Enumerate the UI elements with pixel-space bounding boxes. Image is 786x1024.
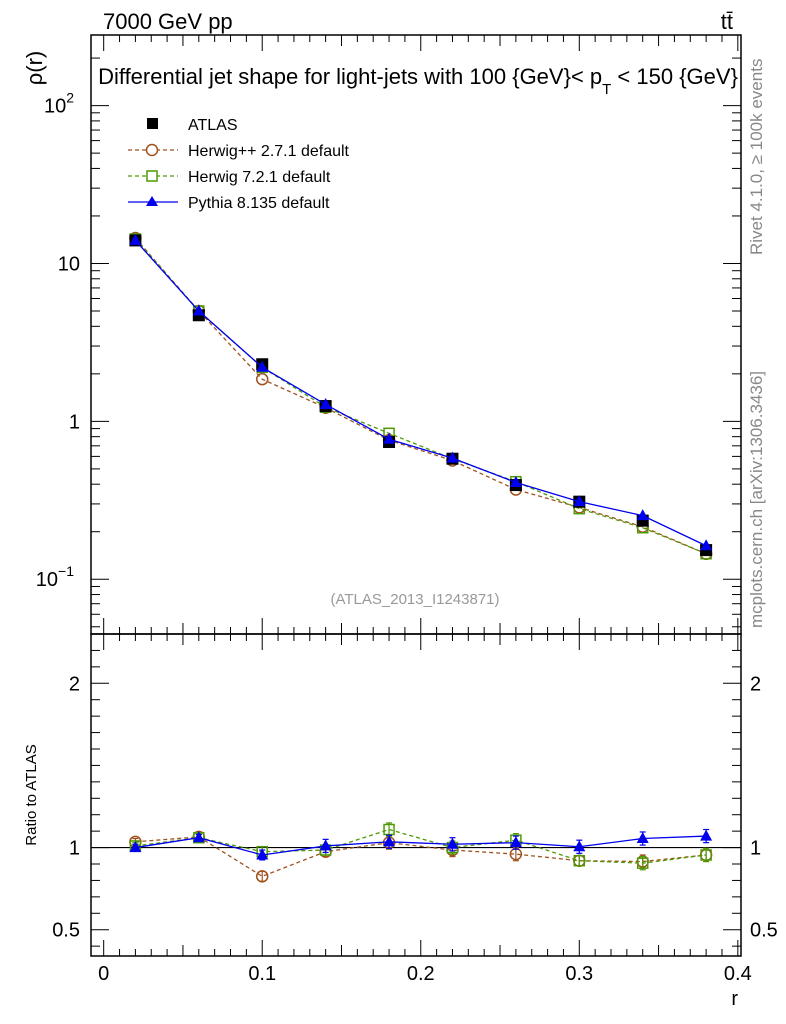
ratio-point-pythia — [573, 840, 586, 852]
main-point-pythia — [319, 397, 332, 409]
mcplots-label: mcplots.cern.ch [arXiv:1306.3436] — [747, 371, 766, 628]
analysis-watermark: (ATLAS_2013_I1243871) — [330, 591, 499, 608]
xtick-label: 0.2 — [407, 963, 435, 985]
xtick-label: 0.4 — [724, 963, 752, 985]
main-y-tick-labels: 10−1 1 10 102 — [36, 90, 80, 592]
ratio-ytick-label-right: 2 — [750, 673, 761, 695]
ratio-point-pythia — [256, 848, 269, 860]
main-series — [129, 231, 713, 561]
main-ticks — [91, 35, 741, 634]
main-title: Differential jet shape for light-jets wi… — [98, 64, 738, 98]
legend-label-pythia: Pythia 8.135 default — [188, 195, 330, 212]
ratio-point-herwig7 — [636, 857, 649, 869]
legend-label-herwigpp: Herwig++ 2.7.1 default — [188, 143, 350, 160]
ratio-ytick-label-right: 0.5 — [750, 920, 778, 942]
ratio-point-herwig7 — [700, 849, 712, 861]
xtick-label: 0 — [98, 963, 109, 985]
main-point-pythia — [192, 304, 205, 316]
main-point-pythia — [383, 432, 396, 444]
main-point-pythia — [700, 539, 713, 551]
main-point-pythia — [509, 475, 522, 487]
main-series-pythia — [129, 233, 713, 551]
main-line-herwigpp — [134, 237, 707, 555]
ratio-point-pythia — [636, 832, 649, 844]
header-right: tt̄ — [721, 9, 733, 34]
ratio-point-pythia — [509, 836, 522, 848]
legend-label-herwig7: Herwig 7.2.1 default — [188, 169, 331, 186]
ratio-frame — [90, 633, 742, 957]
ratio-ytick-label: 0.5 — [52, 920, 80, 942]
ratio-series-herwigpp — [129, 830, 713, 883]
ratio-point-herwigpp — [255, 870, 269, 883]
x-axis-label: r — [731, 988, 738, 1010]
main-ytick-label: 10 — [58, 253, 80, 275]
legend-marker-atlas — [147, 118, 158, 129]
legend-item-atlas: ATLAS — [147, 117, 238, 134]
legend-marker-herwigpp — [145, 143, 159, 157]
legend: ATLAS Herwig++ 2.7.1 default Herwig 7.2.… — [128, 117, 350, 212]
main-ytick-label: 102 — [44, 90, 74, 118]
legend-item-pythia: Pythia 8.135 default — [128, 195, 330, 212]
ratio-ytick-label: 2 — [69, 673, 80, 695]
main-line-pythia — [134, 239, 707, 547]
ratio-panel: 0.5 0.5 1 1 2 2 0 0.1 0.2 0.3 0.4 Ratio to ATLAS r — [23, 633, 778, 1010]
main-point-pythia — [446, 451, 459, 463]
main-line-herwig7 — [134, 238, 707, 555]
ratio-point-herwig7 — [573, 854, 586, 867]
legend-marker-herwig7 — [146, 170, 158, 182]
ratio-point-pythia — [700, 829, 713, 841]
ratio-point-pythia — [129, 841, 142, 853]
ratio-point-pythia — [192, 831, 205, 843]
main-panel: 10−1 1 10 102 ρ(r) Differential jet shape f… — [22, 34, 742, 635]
ratio-tick-labels: 0.5 0.5 1 1 2 2 0 0.1 0.2 0.3 0.4 — [52, 673, 778, 985]
ratio-ylabel: Ratio to ATLAS — [23, 744, 40, 845]
ratio-line-herwigpp — [135, 836, 707, 878]
main-point-pythia — [636, 509, 649, 521]
rivet-label: Rivet 4.1.0, ≥ 100k events — [747, 59, 766, 255]
xtick-label: 0.3 — [565, 963, 593, 985]
main-series-herwig7 — [129, 233, 712, 560]
ratio-line-pythia — [135, 835, 707, 856]
main-point-herwigpp — [255, 372, 269, 386]
ratio-point-pythia — [383, 835, 396, 847]
legend-marker-pythia — [146, 196, 158, 206]
main-point-pythia — [573, 495, 586, 507]
ratio-point-herwig7 — [383, 823, 395, 836]
ratio-point-pythia — [446, 837, 459, 849]
ratio-ytick-label: 1 — [69, 838, 80, 860]
ratio-series-pythia — [129, 828, 713, 861]
xtick-label: 0.1 — [248, 963, 276, 985]
legend-item-herwigpp: Herwig++ 2.7.1 default — [128, 143, 350, 160]
ratio-point-pythia — [319, 839, 332, 851]
main-point-pythia — [256, 360, 269, 372]
main-series-atlas — [129, 234, 713, 557]
main-ytick-label: 10−1 — [36, 563, 74, 591]
main-series-herwigpp — [129, 231, 713, 561]
legend-label-atlas: ATLAS — [188, 117, 238, 134]
ratio-ticks — [91, 634, 741, 956]
header-left: 7000 GeV pp — [103, 9, 233, 34]
legend-item-herwig7: Herwig 7.2.1 default — [128, 169, 331, 186]
ratio-ytick-label-right: 1 — [750, 838, 761, 860]
main-ytick-label: 1 — [69, 411, 80, 433]
main-point-pythia — [129, 233, 142, 245]
ratio-series — [129, 822, 713, 883]
main-ylabel: ρ(r) — [22, 51, 47, 86]
